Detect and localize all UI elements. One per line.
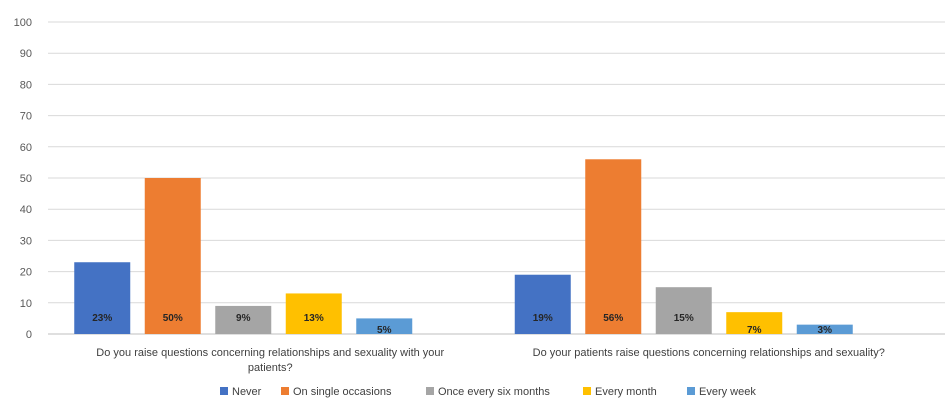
bar — [215, 305, 272, 334]
bar — [585, 159, 642, 334]
y-tick-label: 20 — [20, 267, 32, 279]
y-tick-label: 40 — [20, 204, 32, 216]
y-tick-label: 10 — [20, 298, 32, 310]
legend-swatch — [426, 387, 434, 395]
bar — [285, 293, 342, 334]
legend-swatch — [687, 387, 695, 395]
bars — [74, 159, 853, 334]
data-label: 3% — [818, 325, 833, 336]
category-label: Do you raise questions concerning relati… — [96, 347, 444, 359]
bar — [655, 287, 712, 334]
data-label: 15% — [674, 313, 694, 324]
bar — [726, 312, 783, 334]
legend-label: On single occasions — [293, 386, 392, 398]
legend-label: Never — [232, 386, 262, 398]
y-tick-label: 60 — [20, 142, 32, 154]
bar — [356, 318, 413, 334]
category-label: patients? — [248, 362, 293, 374]
data-label: 13% — [304, 313, 324, 324]
legend-label: Once every six months — [438, 386, 550, 398]
data-label: 9% — [236, 313, 251, 324]
legend-swatch — [220, 387, 228, 395]
bar — [74, 262, 131, 334]
bar — [796, 324, 853, 334]
bar — [514, 274, 571, 334]
data-label: 7% — [747, 325, 762, 336]
bar — [144, 178, 201, 334]
y-tick-label: 30 — [20, 235, 32, 247]
data-label: 50% — [163, 313, 183, 324]
x-axis-categories: Do you raise questions concerning relati… — [96, 347, 885, 374]
legend-swatch — [281, 387, 289, 395]
data-label: 19% — [533, 313, 553, 324]
data-label: 23% — [92, 313, 112, 324]
y-tick-label: 100 — [14, 17, 32, 29]
legend: Never On single occasions Once every six m… — [220, 386, 756, 398]
y-tick-label: 0 — [26, 329, 32, 341]
y-tick-label: 70 — [20, 111, 32, 123]
legend-swatch — [583, 387, 591, 395]
data-label: 5% — [377, 325, 392, 336]
y-tick-label: 80 — [20, 79, 32, 91]
category-label: Do your patients raise questions concern… — [533, 347, 885, 359]
y-tick-label: 50 — [20, 173, 32, 185]
y-tick-label: 90 — [20, 48, 32, 60]
legend-label: Every week — [699, 386, 756, 398]
data-labels: 23% 50% 9% 13% 5% 19% 56% 15% 7% 3% — [92, 313, 832, 336]
data-label: 56% — [603, 313, 623, 324]
legend-label: Every month — [595, 386, 657, 398]
y-axis-ticks: 0 10 20 30 40 50 60 70 80 90 100 — [14, 17, 32, 341]
